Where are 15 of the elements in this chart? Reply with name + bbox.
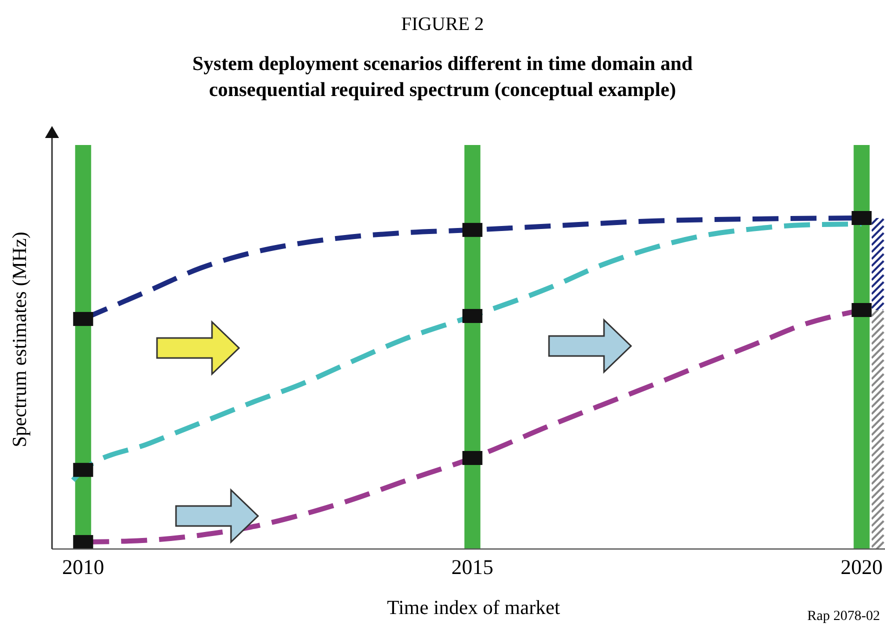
x-axis-title: Time index of market — [386, 597, 561, 619]
point — [462, 308, 482, 323]
x-tick-label: 2015 — [451, 555, 494, 579]
point — [852, 303, 872, 318]
point — [73, 535, 94, 550]
x-tick-label: 2010 — [62, 555, 104, 579]
x-tick-label: 2020 — [840, 555, 883, 579]
point — [73, 312, 94, 326]
point — [462, 222, 482, 237]
chart-title: FIGURE 2 — [401, 14, 484, 35]
text: Rap 2078-02 — [807, 609, 880, 624]
point — [462, 450, 482, 465]
point — [73, 462, 94, 477]
chart-subtitle: System deployment scenarios different in time domain and consequential required spectrum (conceptual example) — [192, 53, 693, 101]
y-axis-title: Spectrum estimates (MHz) — [9, 232, 31, 448]
